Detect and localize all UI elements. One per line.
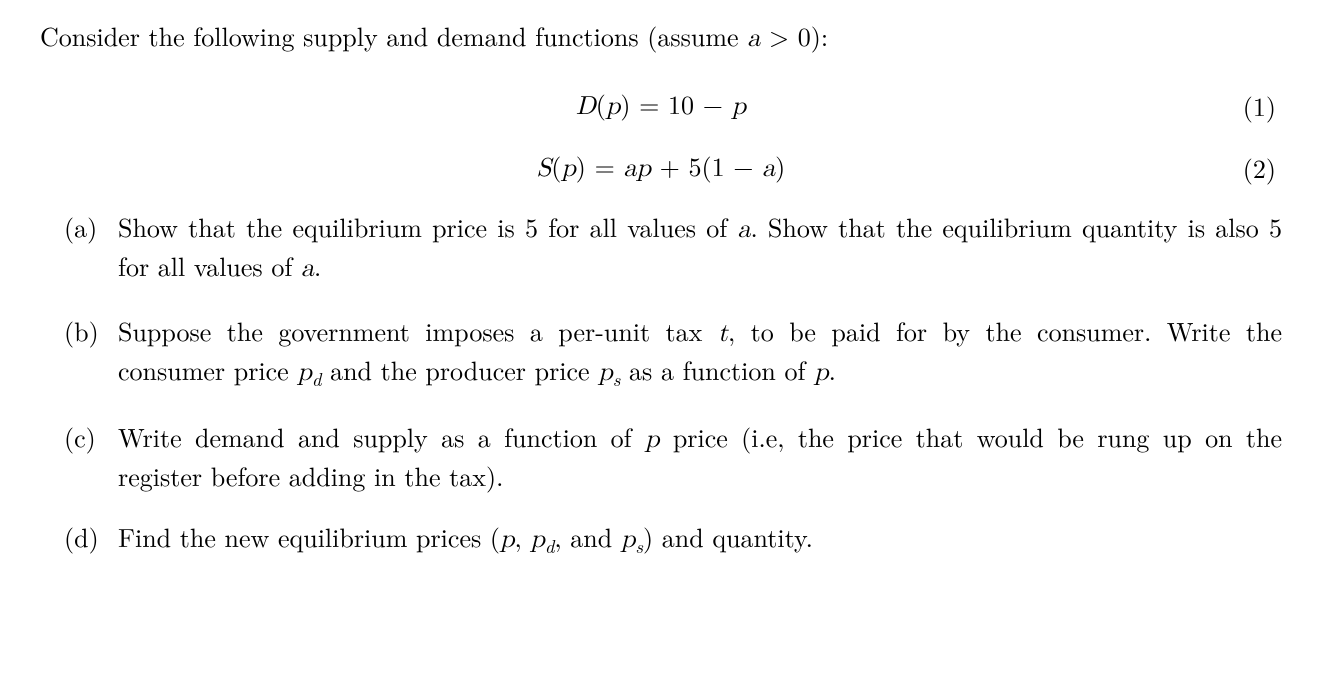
equation-2-body: S(p) = ap + 5(1 − a) (537, 148, 786, 187)
part-b-s2: d (312, 367, 322, 393)
part-d-label: (d) (64, 519, 118, 559)
part-d-body: Find the new equilibrium prices (p, pd, … (118, 519, 1282, 559)
equation-1-body: D(p) = 10 − p (576, 86, 746, 125)
problem-page: Consider the following supply and demand… (0, 0, 1322, 605)
part-b-v1: t (718, 321, 728, 347)
equation-2: S(p) = ap + 5(1 − a) (2) (40, 147, 1282, 187)
eq2-arg: p (561, 156, 575, 182)
equation-2-number: (2) (1243, 150, 1276, 185)
part-a: (a) Show that the equilibrium price is 5… (64, 209, 1282, 287)
part-a-v1: a (737, 217, 750, 243)
equation-1: D(p) = 10 − p (1) (40, 85, 1282, 125)
eq2-post: ) (775, 147, 785, 184)
part-b-v4: p (814, 360, 828, 386)
eq2-v2: a (762, 156, 775, 182)
part-d-t1: Find the new equilibrium prices ( (118, 518, 500, 555)
eq2-rp: ) (576, 147, 586, 184)
parts-list: (a) Show that the equilibrium price is 5… (40, 209, 1282, 559)
part-b-v2: p (297, 360, 311, 386)
part-d: (d) Find the new equilibrium prices (p, … (64, 519, 1282, 559)
part-d-v3: p (621, 527, 635, 553)
intro-prefix: Consider the following supply and demand… (40, 17, 747, 54)
intro-text: Consider the following supply and demand… (40, 18, 1282, 57)
part-d-v1: p (500, 527, 514, 553)
part-a-label: (a) (64, 209, 118, 287)
part-b-t3: and the producer price (321, 351, 598, 388)
part-d-t3: , and (554, 518, 620, 555)
eq1-fn: D (576, 94, 596, 120)
part-a-t3: . (314, 247, 321, 284)
eq1-lp: ( (596, 85, 606, 122)
part-a-t1: Show that the equilibrium price is 5 for… (118, 208, 737, 245)
part-b: (b) Suppose the government imposes a per… (64, 313, 1282, 393)
eq1-rhs: = 10 − (631, 85, 732, 122)
eq2-v1: ap (623, 156, 650, 182)
part-d-s3: s (635, 533, 643, 559)
part-b-t5: . (829, 351, 836, 388)
part-c-v1: p (645, 427, 659, 453)
part-d-v2: p (530, 527, 544, 553)
part-d-s2: d (545, 533, 555, 559)
eq1-rp: ) (620, 85, 630, 122)
part-b-label: (b) (64, 313, 118, 393)
eq1-tail: p (732, 94, 746, 120)
part-c-t1: Write demand and supply as a function of (118, 418, 645, 455)
part-c-body: Write demand and supply as a function of… (118, 419, 1282, 493)
eq2-mid: + 5(1 − (651, 147, 762, 184)
part-c-label: (c) (64, 419, 118, 493)
part-d-t2: , (515, 518, 531, 555)
part-a-body: Show that the equilibrium price is 5 for… (118, 209, 1282, 287)
intro-var-a: a (747, 26, 760, 52)
part-b-t4: as a function of (620, 351, 814, 388)
part-c: (c) Write demand and supply as a functio… (64, 419, 1282, 493)
eq2-lp: ( (551, 147, 561, 184)
eq1-arg: p (606, 94, 620, 120)
part-b-v3: p (598, 360, 612, 386)
part-d-t4: ) and quantity. (643, 518, 813, 555)
eq2-fn: S (537, 156, 551, 182)
intro-cond-op: > 0): (760, 17, 828, 54)
part-b-body: Suppose the government imposes a per-uni… (118, 313, 1282, 393)
part-b-t1: Suppose the government imposes a per-uni… (118, 312, 718, 349)
eq2-pre: = (586, 147, 624, 184)
part-a-v2: a (301, 256, 314, 282)
equation-1-number: (1) (1243, 88, 1276, 123)
